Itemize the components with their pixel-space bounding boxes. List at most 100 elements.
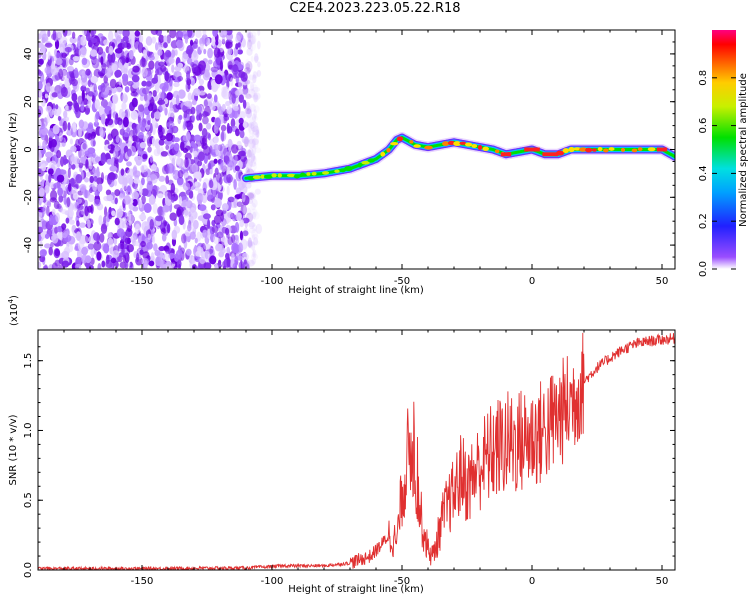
noise-speckle (250, 121, 259, 132)
noise-speckle (38, 211, 43, 219)
noise-speckle (225, 41, 233, 49)
noise-speckle (141, 188, 149, 197)
noise-speckle (241, 261, 250, 269)
noise-speckle (139, 249, 144, 255)
noise-speckle (71, 31, 76, 40)
noise-speckle (103, 243, 110, 254)
noise-speckle (176, 151, 182, 158)
noise-speckle (38, 226, 44, 234)
noise-speckle (249, 155, 255, 164)
noise-speckle (241, 136, 250, 144)
noise-speckle (41, 98, 46, 107)
ridge-hotspot (293, 174, 301, 179)
noise-speckle (68, 244, 74, 253)
noise-speckle (122, 30, 130, 38)
noise-speckle (81, 254, 88, 264)
noise-speckle (121, 42, 128, 49)
noise-speckle (247, 241, 254, 249)
noise-speckle (46, 114, 51, 124)
noise-speckle (231, 108, 240, 119)
noise-speckle (40, 127, 49, 136)
noise-speckle (112, 93, 119, 105)
noise-speckle (165, 175, 169, 185)
spectrogram-panel: -150 -100 -50 0 50 -40 -20 0 20 40 Height of stra… (8, 29, 676, 296)
noise-speckle (44, 42, 53, 48)
noise-speckle (109, 165, 118, 172)
colorbar-ticks: 0.0 0.2 0.4 0.6 0.8 (698, 70, 736, 277)
ridge-hotspot (361, 160, 370, 165)
noise-speckle (257, 61, 261, 68)
noise-speckle (42, 196, 47, 203)
ridge-hotspot (442, 141, 450, 146)
noise-speckle (178, 114, 183, 121)
noise-speckle (238, 117, 244, 125)
snr-x-label: Height of straight line (km) (288, 584, 424, 595)
noise-speckle (222, 30, 228, 36)
noise-speckle (238, 94, 245, 104)
noise-speckle (252, 240, 260, 246)
noise-speckle (256, 129, 260, 138)
noise-speckle (131, 97, 138, 108)
noise-speckle (177, 75, 184, 82)
noise-speckle (57, 240, 64, 247)
noise-speckle (230, 144, 239, 154)
noise-speckle (244, 107, 252, 115)
noise-speckle (146, 50, 151, 57)
noise-speckle (252, 233, 259, 241)
ridge-hotspot (380, 151, 386, 157)
noise-speckle (253, 94, 259, 102)
noise-speckle (244, 160, 250, 168)
noise-speckle (247, 36, 254, 47)
noise-speckle (177, 62, 184, 69)
noise-speckle (68, 219, 75, 225)
noise-speckle (251, 258, 257, 265)
ridge-hotspot (459, 141, 467, 145)
spectrogram-y-label: Frequency (Hz) (8, 112, 19, 188)
noise-speckle (245, 101, 250, 111)
noise-speckle (126, 148, 132, 157)
noise-speckle (142, 251, 150, 260)
noise-speckle (187, 223, 192, 232)
noise-speckle (123, 195, 131, 205)
noise-speckle (183, 110, 188, 119)
noise-speckle (115, 86, 123, 93)
noise-speckle (126, 161, 132, 167)
noise-speckle (111, 102, 116, 112)
noise-speckle (164, 70, 170, 82)
noise-speckle (178, 263, 182, 269)
noise-speckle (214, 74, 223, 85)
ridge-hotspot (367, 158, 375, 163)
noise-speckle (94, 99, 100, 110)
ridge-hotspot (409, 140, 414, 144)
noise-speckle (251, 229, 258, 239)
noise-speckle (249, 121, 255, 130)
noise-speckle (78, 119, 85, 129)
noise-speckle (201, 137, 206, 144)
noise-speckle (251, 113, 257, 122)
noise-speckle (111, 63, 118, 72)
noise-speckle (250, 153, 256, 162)
noise-speckle (191, 163, 199, 173)
noise-speckle (122, 116, 129, 128)
noise-speckle (244, 158, 253, 169)
noise-speckle (193, 134, 202, 142)
noise-speckle (42, 204, 47, 215)
noise-speckle (247, 237, 252, 249)
noise-speckle (241, 252, 249, 262)
noise-speckle (184, 100, 192, 107)
noise-speckle (198, 78, 205, 86)
noise-speckle (251, 138, 259, 146)
noise-speckle (157, 126, 165, 136)
noise-speckle (244, 92, 251, 98)
noise-speckle (49, 181, 55, 189)
ridge-peak (500, 152, 512, 157)
noise-speckle (213, 214, 222, 225)
noise-speckle (252, 211, 257, 220)
noise-speckle (38, 89, 43, 100)
noise-speckle (49, 197, 58, 203)
noise-speckle (252, 249, 257, 259)
noise-speckle (130, 110, 138, 120)
noise-speckle (50, 138, 57, 148)
noise-speckle (193, 150, 198, 158)
noise-speckle (171, 49, 176, 59)
